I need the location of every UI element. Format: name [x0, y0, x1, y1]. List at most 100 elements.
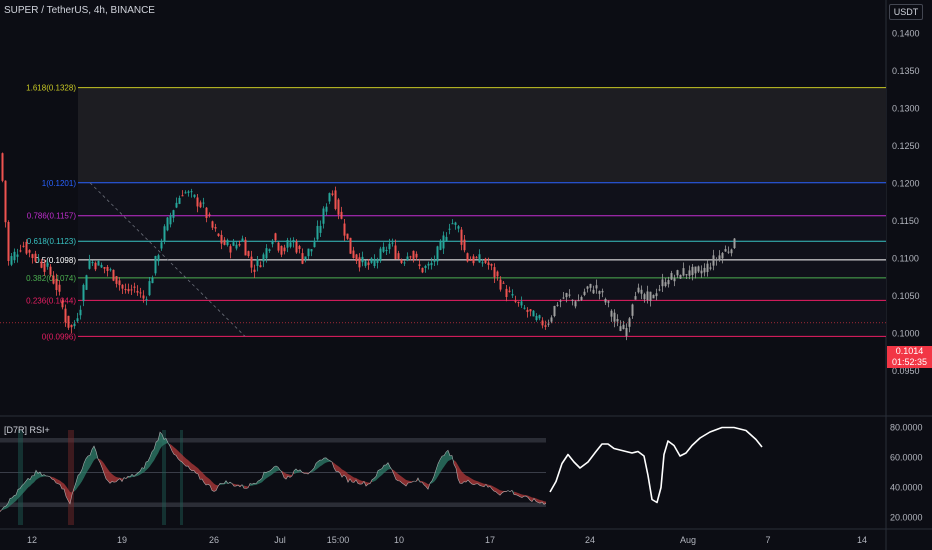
- rsi-fill-segment: [312, 468, 314, 473]
- candle-body: [229, 246, 232, 253]
- rsi-fill-segment: [316, 461, 318, 470]
- candle-body: [55, 278, 58, 290]
- candle-body: [265, 248, 268, 259]
- rsi-fill-segment: [208, 477, 210, 486]
- rsi-fill-segment: [56, 478, 58, 484]
- candle-body: [346, 233, 349, 239]
- candle-body: [532, 310, 535, 317]
- rsi-fill-segment: [404, 478, 406, 487]
- time-axis-tick: 17: [485, 535, 495, 545]
- candle-body: [37, 258, 40, 260]
- candle-body: [373, 259, 376, 267]
- candle-body: [361, 256, 364, 263]
- candle-body: [16, 254, 19, 257]
- rsi-fill-segment: [348, 473, 350, 483]
- candle-body: [334, 190, 337, 209]
- candle-body: [547, 323, 550, 325]
- rsi-fill-segment: [92, 446, 94, 464]
- candle-body: [592, 289, 595, 294]
- rsi-fill-segment: [188, 460, 190, 470]
- candle-body: [313, 242, 316, 248]
- candle-body: [316, 225, 319, 240]
- rsi-fill-segment: [346, 471, 348, 483]
- rsi-fill-segment: [468, 476, 470, 483]
- candle-body: [442, 235, 445, 249]
- candle-body: [40, 261, 43, 268]
- rsi-fill-segment: [350, 474, 352, 483]
- candle-body: [634, 296, 637, 300]
- candle-body: [694, 266, 697, 274]
- trend-line: [89, 182, 246, 337]
- rsi-fill-segment: [114, 475, 116, 483]
- candle-body: [469, 259, 472, 261]
- candle-body: [367, 262, 370, 266]
- rsi-fill-segment: [514, 491, 516, 495]
- candle-body: [454, 222, 457, 225]
- candle-body: [565, 293, 568, 298]
- time-axis-tick: 26: [209, 535, 219, 545]
- candle-body: [97, 261, 100, 266]
- candle-body: [376, 259, 379, 263]
- candle-body: [295, 241, 298, 253]
- fib-level-label: 0.786(0.1157): [27, 212, 77, 221]
- candle-body: [667, 280, 670, 285]
- candle-body: [529, 309, 532, 312]
- rsi-fill-segment: [212, 481, 214, 492]
- rsi-fill-segment: [84, 458, 86, 478]
- candle-body: [202, 202, 205, 204]
- rsi-fill-segment: [386, 462, 388, 472]
- candle-body: [262, 254, 265, 262]
- rsi-fill-segment: [276, 465, 278, 472]
- candle-body: [487, 262, 490, 266]
- last-price-tag: 0.1014 01:52:35: [887, 346, 932, 368]
- candle-body: [322, 208, 325, 224]
- rsi-fill-segment: [380, 468, 382, 477]
- candle-body: [679, 275, 682, 279]
- candle-body: [43, 263, 46, 272]
- time-axis-tick: 24: [585, 535, 595, 545]
- candle-body: [697, 266, 700, 272]
- candle-body: [328, 193, 331, 202]
- currency-selector[interactable]: USDT: [889, 4, 923, 20]
- candle-body: [475, 257, 478, 259]
- candle-body: [133, 286, 136, 288]
- rsi-fill-segment: [298, 469, 300, 473]
- candle-body: [670, 273, 673, 280]
- candle-body: [541, 320, 544, 326]
- candle-body: [553, 305, 556, 317]
- rsi-fill-segment: [42, 474, 44, 477]
- candle-body: [631, 304, 634, 316]
- rsi-fill-segment: [334, 463, 336, 472]
- rsi-fill-segment: [94, 446, 96, 461]
- candle-body: [292, 240, 295, 243]
- time-axis-tick: Jul: [274, 535, 286, 545]
- price-axis-tick: 0.1350: [892, 66, 920, 76]
- rsi-fill-segment: [358, 479, 360, 485]
- rsi-fill-segment: [448, 450, 450, 462]
- candle-body: [52, 275, 55, 284]
- rsi-indicator-label[interactable]: [D7R] RSI+: [4, 425, 50, 435]
- candle-body: [289, 242, 292, 247]
- rsi-fill-segment: [14, 494, 16, 503]
- candle-body: [589, 283, 592, 288]
- candle-body: [178, 197, 181, 204]
- rsi-fill-segment: [266, 471, 268, 479]
- candle-body: [691, 266, 694, 276]
- rsi-fill-segment: [108, 469, 110, 484]
- rsi-fill-segment: [522, 494, 524, 498]
- rsi-fill-segment: [10, 497, 12, 506]
- rsi-fill-segment: [158, 432, 160, 454]
- candle-body: [253, 269, 256, 272]
- candle-body: [418, 264, 421, 267]
- candle-body: [28, 250, 31, 253]
- candle-body: [583, 291, 586, 295]
- rsi-fill-segment: [434, 469, 436, 482]
- rsi-fill-segment: [86, 456, 88, 474]
- candle-body: [112, 269, 115, 281]
- candle-body: [625, 328, 628, 337]
- candle-body: [610, 310, 613, 317]
- rsi-fill-segment: [152, 449, 154, 464]
- candle-body: [103, 267, 106, 269]
- candle-body: [244, 239, 247, 256]
